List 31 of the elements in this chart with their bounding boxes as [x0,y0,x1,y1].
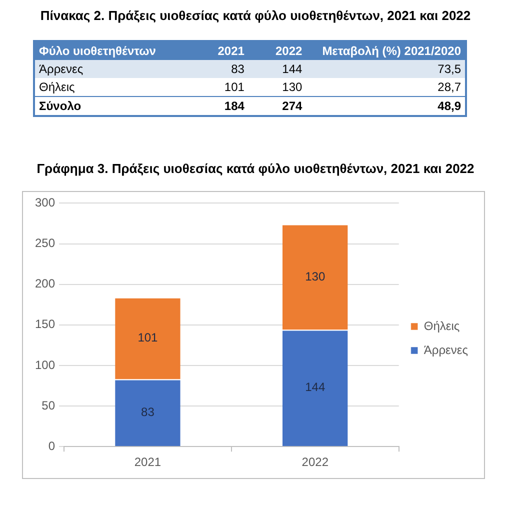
y-tick-label: 100 [34,358,56,372]
y-tick-label: 300 [34,196,56,210]
data-label: 48,9 [306,96,466,116]
category-label: Σύνολο [34,96,202,116]
y-tick-label: 150 [34,317,56,332]
data-label: 274 [248,96,306,116]
y-tick-label: 0 [48,438,56,453]
category-label: Θήλεις [38,79,76,96]
series-label: 2021 [202,41,248,60]
y-tick-label: 200 [34,276,56,291]
data-label: 73,5 [306,60,466,78]
legend-label: Θήλεις [424,318,460,333]
category-label: Άρρενες [34,60,202,78]
data-label: 83 [141,404,155,419]
data-label: 130 [281,79,304,96]
y-tick-label: 50 [42,398,56,412]
data-label: 83 [202,60,248,78]
chart-title: Γράφημα 3. Πράξεις υιοθεσίας κατά φύλο υιοθετηθέντων, 2021 και 2022 [36,161,476,176]
data-label: 101 [138,330,158,345]
data-label: 184 [202,96,248,116]
data-label: 144 [305,380,326,394]
y-tick-label: 250 [34,236,56,250]
text: Φύλο υιοθετηθέντων [34,41,202,60]
data-label: 101 [223,79,246,96]
text: Πίνακας 2. Πράξεις υιοθεσίας κατά φύλο υιοθετηθέντων, 2021 και 2022 [39,8,472,23]
legend-label: Άρρενες [424,342,468,357]
data-label: 28,7 [436,79,462,96]
data-label: 130 [305,269,326,284]
data-label: 144 [248,60,306,78]
series-label: 2022 [248,41,306,60]
series-label: Μεταβολή (%) 2021/2020 [306,41,466,60]
